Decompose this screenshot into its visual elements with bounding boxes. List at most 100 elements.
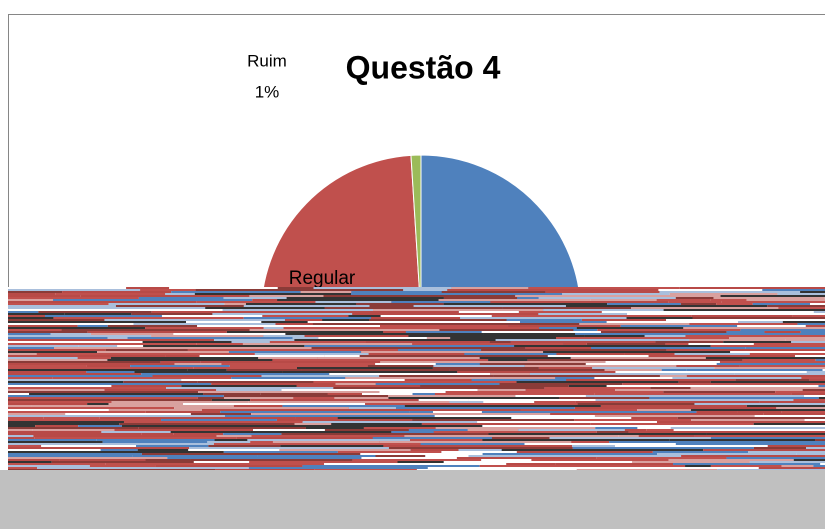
glitch-stripe xyxy=(249,461,397,463)
glitch-stripe xyxy=(200,361,380,363)
glitch-stripe xyxy=(8,403,87,405)
glitch-stripe xyxy=(328,393,362,395)
glitch-stripe xyxy=(8,315,45,317)
glitch-stripe xyxy=(810,379,825,381)
glitch-stripe xyxy=(737,325,806,327)
glitch-stripe xyxy=(793,315,825,317)
glitch-stripe xyxy=(111,357,258,359)
glitch-stripe xyxy=(607,321,738,323)
glitch-stripe xyxy=(555,463,673,465)
glitch-stripe xyxy=(349,407,396,409)
glitch-stripe xyxy=(282,405,404,407)
glitch-stripe xyxy=(820,463,825,465)
glitch-stripe xyxy=(220,411,409,413)
glitch-stripe xyxy=(517,381,679,383)
glitch-stripe xyxy=(490,301,668,303)
glitch-stripe xyxy=(754,343,825,345)
glitch-stripe xyxy=(334,397,388,399)
glitch-stripe xyxy=(379,441,571,443)
glitch-stripe xyxy=(450,337,556,339)
glitch-stripe xyxy=(782,411,825,413)
glitch-stripe xyxy=(81,295,250,297)
glitch-stripe xyxy=(205,307,325,309)
glitch-stripe xyxy=(449,369,604,371)
glitch-stripe xyxy=(258,357,317,359)
glitch-stripe xyxy=(189,447,279,449)
glitch-stripe xyxy=(243,343,412,345)
glitch-stripe xyxy=(517,297,538,299)
glitch-stripe xyxy=(362,393,413,395)
glitch-stripe xyxy=(579,323,689,325)
glitch-stripe xyxy=(711,345,825,347)
glitch-stripe xyxy=(621,325,738,327)
glitch-stripe xyxy=(389,447,573,449)
glitch-stripe xyxy=(8,441,103,443)
glitch-stripe xyxy=(696,411,738,413)
glitch-stripe xyxy=(502,449,703,451)
glitch-stripe xyxy=(8,379,181,381)
glitch-stripe xyxy=(404,435,618,437)
glitch-stripe xyxy=(791,341,825,343)
glitch-stripe xyxy=(388,397,559,399)
glitch-stripe xyxy=(427,337,450,339)
glitch-stripe xyxy=(8,353,37,355)
glitch-stripe xyxy=(676,443,825,445)
glitch-stripe xyxy=(664,309,825,311)
glitch-stripe xyxy=(165,293,195,295)
glitch-stripe xyxy=(293,397,334,399)
glitch-stripe xyxy=(287,297,444,299)
glitch-stripe xyxy=(360,453,482,455)
glitch-stripe xyxy=(672,377,801,379)
glitch-stripe xyxy=(141,373,329,375)
glitch-stripe xyxy=(439,299,591,301)
glitch-stripe xyxy=(793,399,825,401)
glitch-stripe xyxy=(211,383,335,385)
glitch-stripe xyxy=(662,369,687,371)
glitch-stripe xyxy=(575,401,759,403)
glitch-stripe xyxy=(667,349,825,351)
glitch-stripe xyxy=(53,317,243,319)
glitch-stripe xyxy=(486,445,572,447)
glitch-stripe xyxy=(175,347,312,349)
glitch-stripe xyxy=(91,333,173,335)
glitch-stripe xyxy=(8,287,126,289)
glitch-stripe xyxy=(8,381,123,383)
glitch-stripe xyxy=(666,319,825,321)
glitch-stripe xyxy=(447,289,658,291)
glitch-stripe xyxy=(8,459,60,461)
glitch-stripe xyxy=(224,297,287,299)
glitch-stripe xyxy=(478,291,546,293)
glitch-stripe xyxy=(8,333,51,335)
glitch-stripe xyxy=(433,367,539,369)
glitch-stripe xyxy=(433,411,482,413)
glitch-stripe xyxy=(805,419,825,421)
glitch-stripe xyxy=(525,443,676,445)
glitch-stripe xyxy=(691,409,825,411)
glitch-stripe xyxy=(214,443,421,445)
glitch-stripe xyxy=(8,391,198,393)
glitch-stripe xyxy=(107,359,272,361)
glitch-stripe xyxy=(312,347,526,349)
glitch-stripe xyxy=(435,393,594,395)
glitch-stripe xyxy=(8,373,141,375)
glitch-stripe xyxy=(764,413,825,415)
glitch-stripe xyxy=(198,381,314,383)
glitch-stripe xyxy=(314,287,452,289)
glitch-stripe xyxy=(720,361,825,363)
glitch-stripe xyxy=(97,439,215,441)
glitch-stripe xyxy=(104,319,285,321)
glitch-stripe xyxy=(703,449,825,451)
glitch-stripe xyxy=(674,429,825,431)
glitch-stripe xyxy=(139,297,224,299)
glitch-stripe xyxy=(396,407,575,409)
glitch-stripe xyxy=(574,419,691,421)
glitch-stripe xyxy=(132,455,258,457)
glitch-stripe xyxy=(814,311,825,313)
glitch-stripe xyxy=(723,341,791,343)
glitch-stripe xyxy=(248,401,449,403)
glitch-stripe xyxy=(139,427,306,429)
glitch-stripe xyxy=(8,297,139,299)
glitch-stripe xyxy=(738,411,782,413)
glitch-stripe xyxy=(678,417,825,419)
glitch-stripe xyxy=(545,291,659,293)
